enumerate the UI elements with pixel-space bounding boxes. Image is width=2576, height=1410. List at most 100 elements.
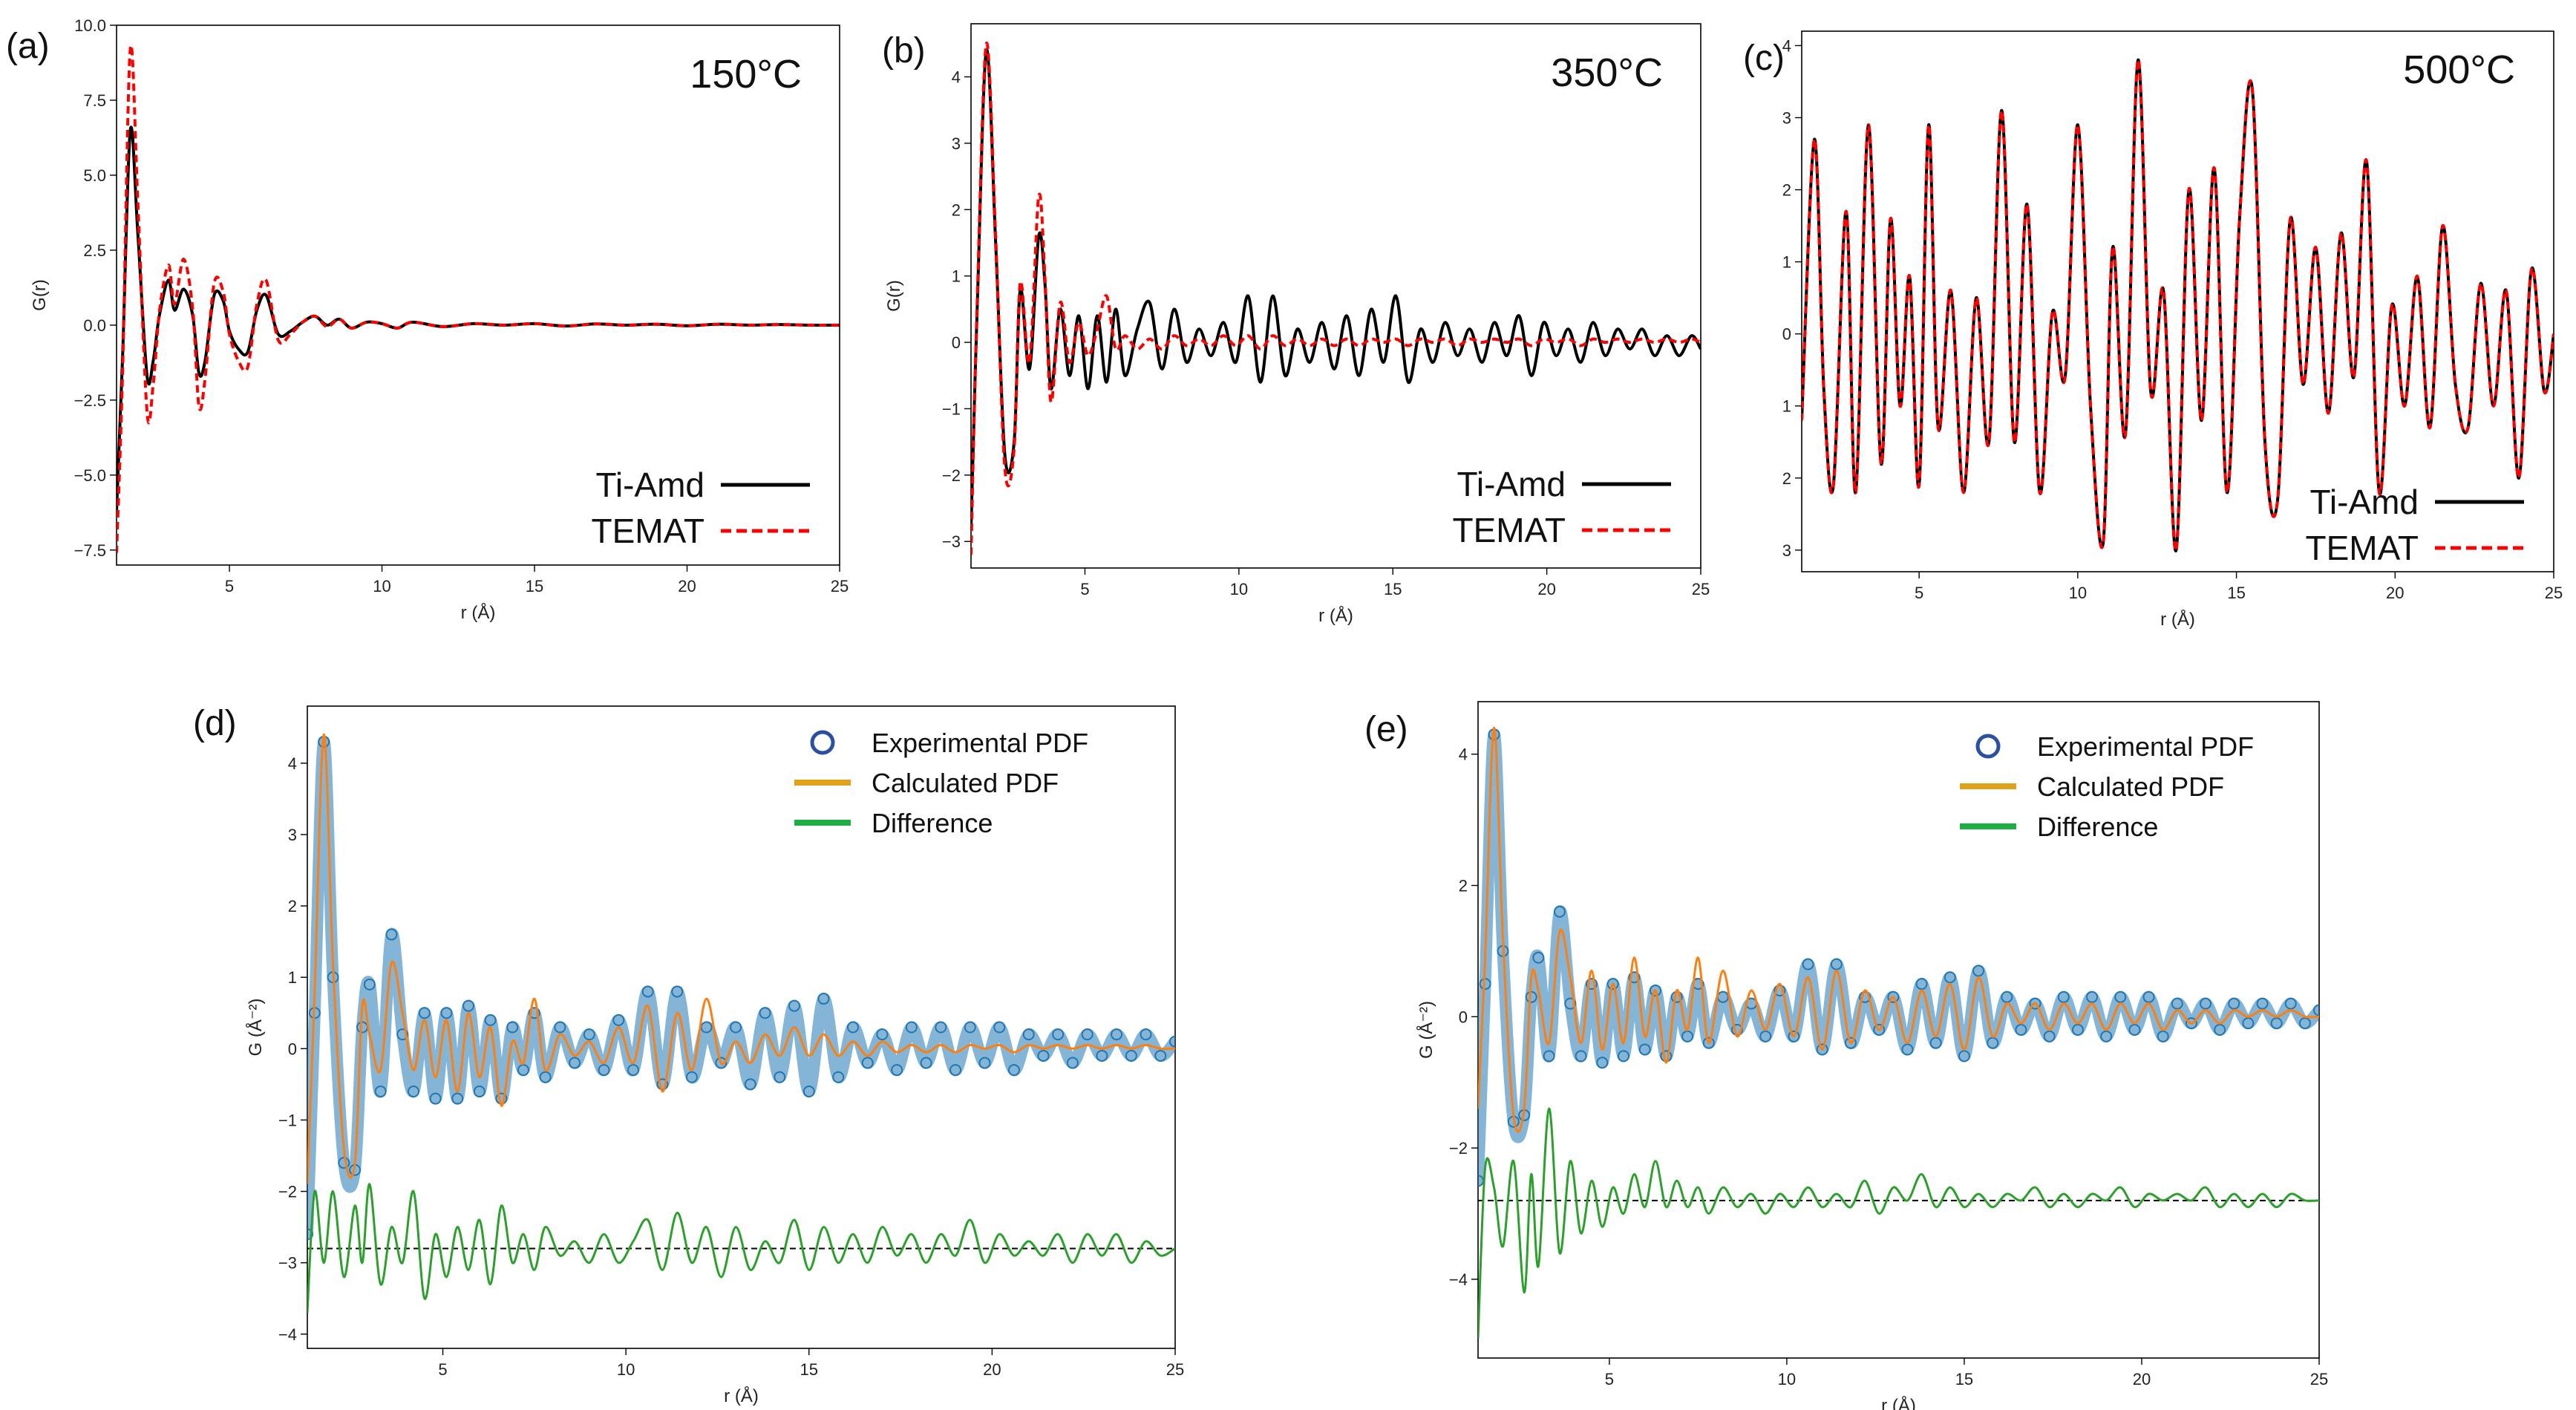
data-point-experimental-pdf — [2114, 990, 2127, 1003]
data-point-experimental-pdf — [1958, 1050, 1970, 1063]
data-point-experimental-pdf — [949, 1064, 962, 1077]
data-point-experimental-pdf — [1830, 958, 1843, 970]
data-point-experimental-pdf — [473, 1086, 486, 1097]
x-tick-label: 15 — [1384, 580, 1402, 598]
plot-area — [307, 733, 1175, 1313]
x-tick-label: 5 — [1605, 1370, 1614, 1388]
series-line-ti-amd — [117, 125, 840, 512]
data-point-experimental-pdf — [517, 1064, 530, 1077]
data-point-experimental-pdf — [700, 1021, 713, 1034]
y-tick-label: 0.0 — [83, 316, 106, 335]
data-point-experimental-pdf — [1987, 1037, 1999, 1049]
data-point-experimental-pdf — [1081, 1028, 1094, 1041]
y-axis-label: G (Å⁻²) — [1416, 1001, 1436, 1059]
x-tick-label: 25 — [2310, 1370, 2328, 1388]
series-line-ti-amd — [971, 48, 1701, 529]
x-tick-label: 15 — [1955, 1370, 1973, 1388]
series-line-experimental-pdf-band — [1478, 728, 2319, 1187]
data-point-experimental-pdf — [817, 993, 830, 1005]
y-tick-label: 2 — [1459, 877, 1468, 895]
data-point-experimental-pdf — [978, 1057, 991, 1069]
x-tick-label: 5 — [1915, 584, 1923, 602]
legend-label: Difference — [872, 808, 993, 838]
legend-label: Calculated PDF — [2037, 771, 2224, 802]
legend-label: Experimental PDF — [2037, 731, 2254, 762]
data-point-experimental-pdf — [1816, 1043, 1828, 1056]
y-tick-label: 1 — [288, 968, 297, 987]
data-point-experimental-pdf — [876, 1028, 889, 1041]
legend-label: TEMAT — [2306, 529, 2419, 567]
data-point-experimental-pdf — [1007, 1064, 1020, 1077]
legend-label: Ti-Amd — [2309, 483, 2419, 521]
data-point-experimental-pdf — [1037, 1049, 1050, 1062]
data-point-experimental-pdf — [1844, 1037, 1857, 1049]
plot-area — [1802, 58, 2554, 552]
data-point-experimental-pdf — [1154, 1049, 1167, 1062]
y-tick-label: −2 — [1449, 1139, 1468, 1158]
y-tick-label: −1 — [278, 1111, 297, 1129]
legend-label: TEMAT — [1453, 511, 1566, 549]
data-point-experimental-pdf — [627, 1064, 639, 1077]
data-point-experimental-pdf — [656, 1078, 669, 1091]
panel-label: (e) — [1364, 710, 1408, 749]
x-tick-label: 10 — [2069, 584, 2087, 602]
x-tick-label: 10 — [617, 1360, 635, 1379]
series-line-temat — [117, 44, 840, 553]
y-tick-label: −3 — [278, 1254, 297, 1273]
y-tick-label: 1 — [1782, 397, 1791, 416]
legend: Ti-Amd TEMAT — [592, 466, 810, 550]
series-line-experimental-pdf-band — [307, 736, 1175, 1241]
data-point-experimental-pdf — [715, 1057, 728, 1069]
y-tick-label: −1 — [942, 399, 961, 418]
data-point-experimental-pdf — [832, 1071, 845, 1083]
data-point-experimental-pdf — [1575, 1050, 1587, 1063]
data-point-experimental-pdf — [612, 1014, 625, 1026]
data-point-experimental-pdf — [802, 1086, 815, 1097]
y-tick-label: 2 — [952, 200, 961, 219]
data-point-experimental-pdf — [2298, 1017, 2311, 1030]
data-point-experimental-pdf — [1140, 1028, 1152, 1041]
x-tick-label: 20 — [678, 577, 696, 595]
data-point-experimental-pdf — [374, 1086, 387, 1097]
chart-panel-4: (d) 5 10 15 20 25 −4 −3 −2 −1 0 1 2 3 4 r (Å) G (Å⁻²) Exp… — [193, 704, 1184, 1406]
data-point-experimental-pdf — [2001, 990, 2013, 1003]
x-axis-label: r (Å) — [1881, 1395, 1916, 1410]
series-line-calculated-pdf — [307, 733, 1175, 1184]
y-tick-label: −4 — [1449, 1270, 1468, 1289]
x-tick-label: 10 — [1778, 1370, 1796, 1388]
data-point-experimental-pdf — [1660, 1050, 1673, 1063]
data-point-experimental-pdf — [935, 1021, 947, 1034]
y-tick-label: 0 — [1459, 1008, 1468, 1026]
data-point-experimental-pdf — [1553, 905, 1566, 918]
data-point-experimental-pdf — [1169, 1035, 1175, 1048]
x-axis-label: r (Å) — [461, 602, 496, 623]
data-point-experimental-pdf — [2313, 1004, 2319, 1016]
data-point-experimental-pdf — [641, 985, 654, 998]
data-point-experimental-pdf — [385, 928, 398, 941]
data-point-experimental-pdf — [2228, 997, 2240, 1010]
legend-label: Ti-Amd — [595, 466, 705, 504]
y-tick-label: −7.5 — [74, 541, 106, 560]
data-point-experimental-pdf — [1096, 1049, 1108, 1062]
y-tick-label: −2.5 — [74, 391, 106, 410]
data-point-experimental-pdf — [774, 1071, 786, 1083]
temperature-title: 150°C — [690, 52, 802, 97]
legend-swatch — [810, 730, 835, 755]
chart-panel-2: (b) 350°C 5 10 15 20 25 −3 −2 −1 0 1 2 3 4 r (Å) G(r) Ti-… — [882, 23, 1710, 626]
chart-panel-5: (e) 5 10 15 20 25 −4 −2 0 2 4 r (Å) G (Å⁻²) Experimen… — [1364, 701, 2328, 1410]
data-point-experimental-pdf — [2284, 997, 2297, 1010]
y-tick-label: −2 — [278, 1183, 297, 1201]
legend: Experimental PDF Calculated PDF Difference — [794, 728, 1088, 838]
x-tick-label: 5 — [438, 1360, 447, 1379]
data-point-experimental-pdf — [506, 1021, 519, 1034]
data-point-experimental-pdf — [1915, 978, 1928, 990]
legend: Ti-Amd TEMAT — [1453, 465, 1671, 549]
series-line-calculated-pdf — [1478, 726, 2319, 1133]
y-tick-label: 1 — [1782, 253, 1791, 272]
y-tick-label: 2 — [1782, 181, 1791, 200]
data-point-experimental-pdf — [1532, 951, 1545, 964]
data-point-experimental-pdf — [2185, 1017, 2197, 1030]
x-tick-label: 20 — [983, 1360, 1001, 1379]
data-point-experimental-pdf — [964, 1021, 976, 1034]
data-point-experimental-pdf — [1618, 1050, 1630, 1063]
